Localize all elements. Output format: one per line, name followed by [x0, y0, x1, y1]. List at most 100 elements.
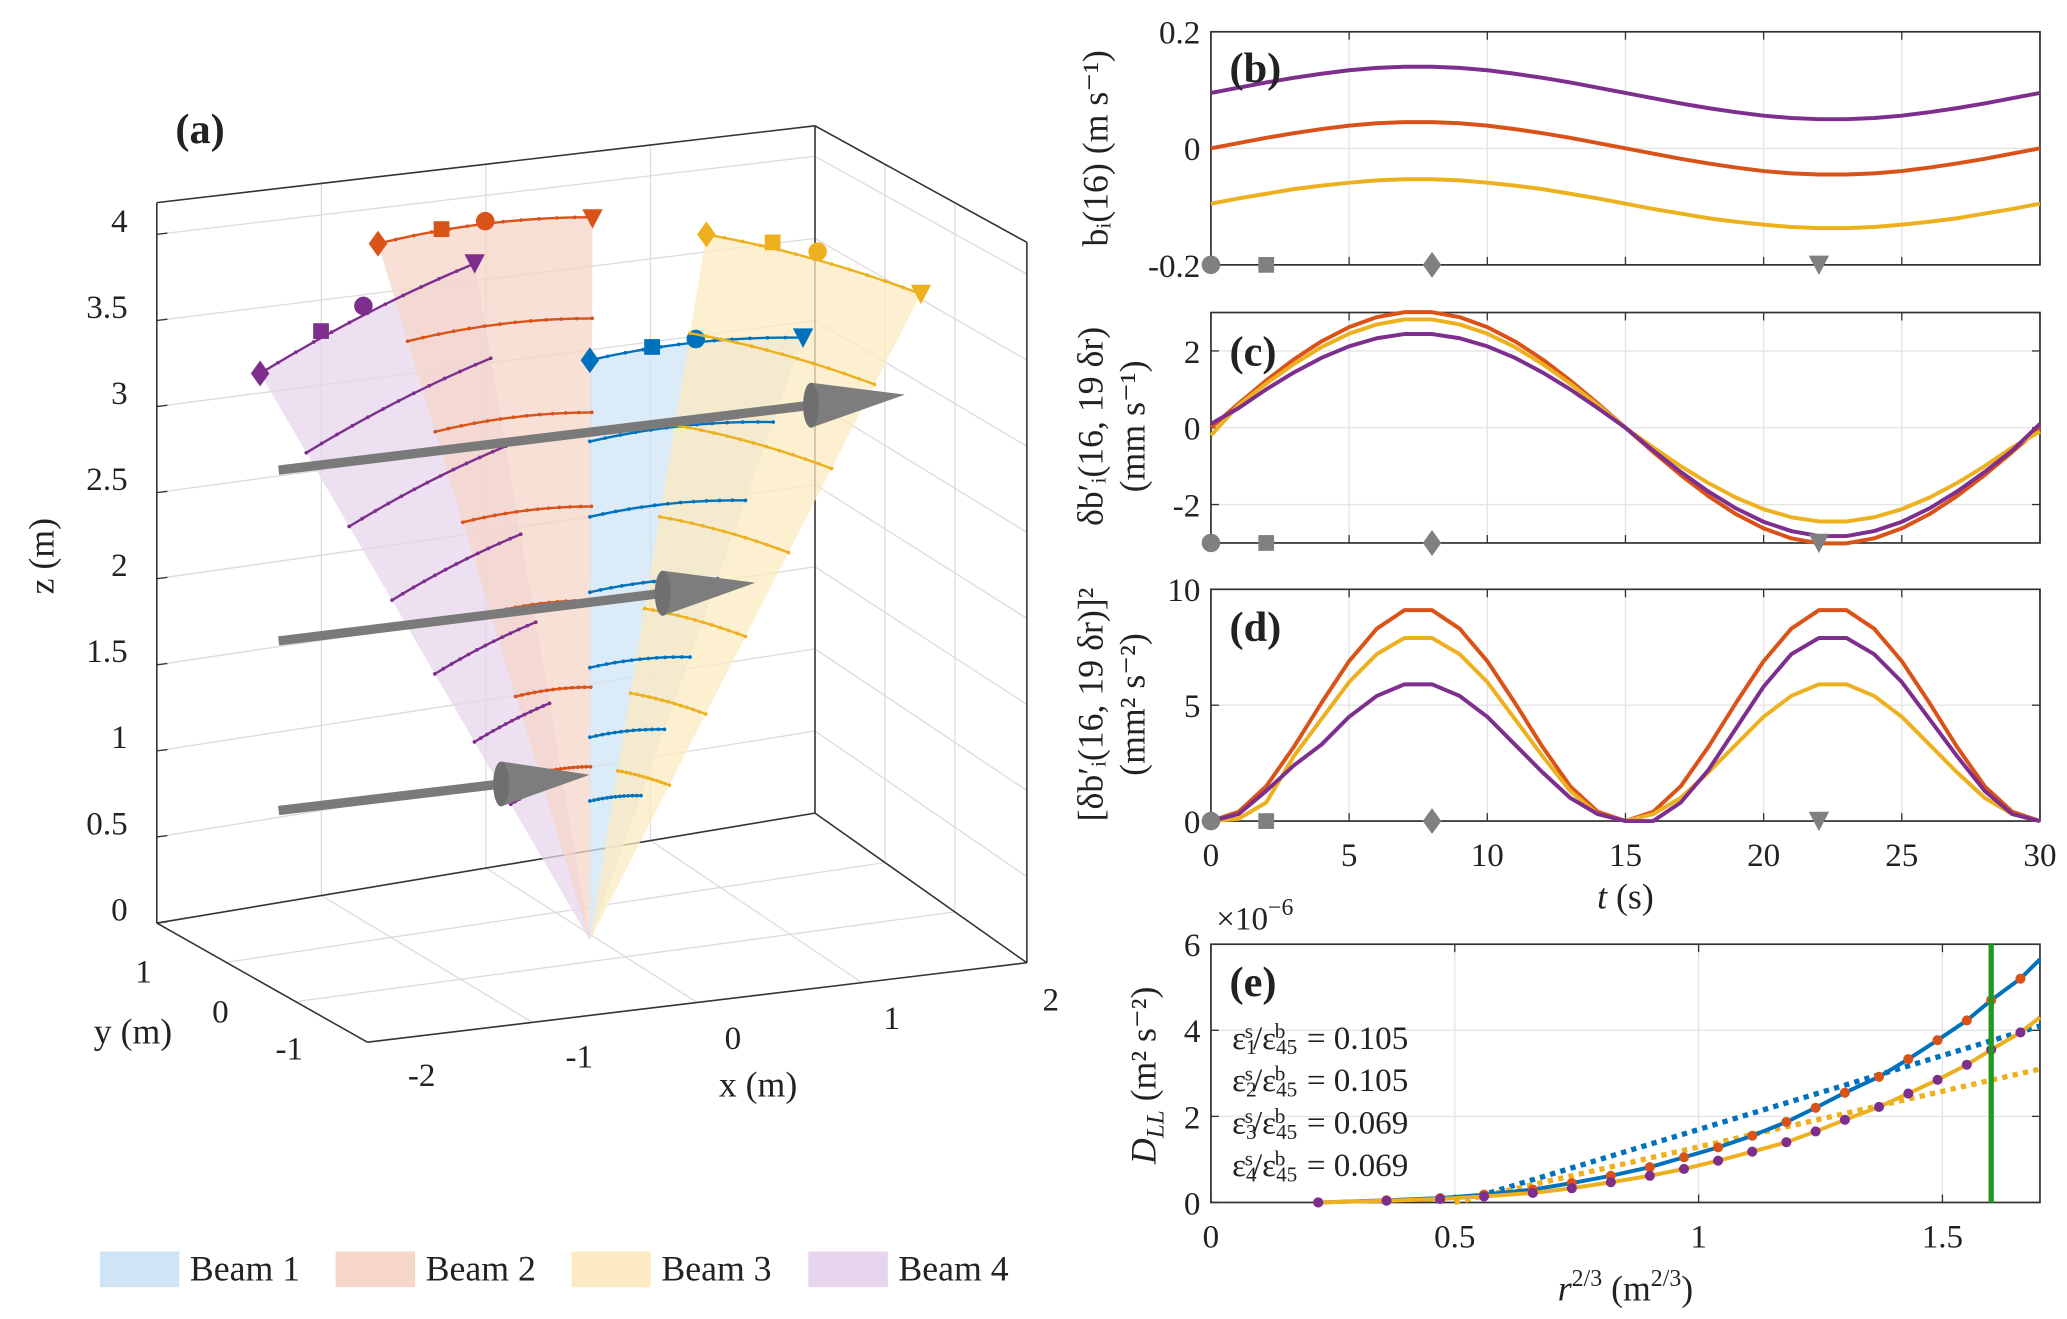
sample-point	[400, 591, 405, 596]
sample-point	[598, 588, 603, 592]
x-tick-label: 20	[1747, 838, 1780, 874]
sample-point	[467, 326, 471, 331]
wind-arrow-shaft	[278, 779, 502, 816]
sample-point	[562, 766, 567, 771]
sample-point	[857, 376, 862, 381]
wind-arrow-head	[501, 761, 590, 807]
sample-point	[626, 507, 631, 511]
sample-point	[588, 764, 593, 769]
sample-point	[483, 643, 488, 648]
sample-point	[734, 340, 739, 345]
structure-function-point	[1747, 1146, 1758, 1157]
legend-swatch-beam-3	[571, 1251, 651, 1288]
sample-point	[685, 705, 689, 710]
sample-point	[458, 657, 462, 661]
sample-point	[691, 707, 696, 712]
sample-point	[399, 494, 404, 499]
structure-function-point	[1903, 1054, 1914, 1065]
ratio-value: = 0.105	[1299, 1063, 1409, 1099]
structure-function-point	[1781, 1116, 1792, 1128]
structure-function-point	[2015, 1027, 2026, 1038]
circle-marker	[354, 296, 373, 316]
sample-point	[596, 797, 601, 802]
z-gridline	[814, 155, 1028, 275]
sample-point	[628, 771, 633, 776]
sample-point	[436, 332, 441, 337]
sample-point	[383, 302, 388, 307]
y-tick-label: 0	[1184, 132, 1201, 168]
x-tick-label: 1	[1690, 1219, 1707, 1255]
sample-point	[847, 267, 852, 272]
slash-eps: /ε	[1253, 1106, 1276, 1142]
sample-point	[829, 466, 834, 471]
sample-point	[425, 480, 430, 485]
sample-point	[458, 369, 462, 374]
sample-point	[764, 444, 769, 449]
x-tick-label: 1	[884, 1001, 901, 1037]
sample-point	[726, 628, 731, 633]
sample-point	[630, 793, 635, 798]
structure-function-point	[1874, 1071, 1885, 1082]
eps-den-sub: 45	[1276, 1035, 1297, 1059]
sample-point	[475, 648, 479, 652]
sample-point	[567, 765, 571, 770]
z-tick	[156, 662, 168, 666]
sample-point	[775, 546, 780, 551]
structure-function-point	[1435, 1193, 1446, 1205]
sample-point	[508, 536, 512, 541]
sample-point	[329, 330, 334, 334]
sample-point	[572, 215, 577, 220]
sample-point	[704, 499, 709, 503]
sample-point	[442, 376, 447, 381]
axis-box-edge	[367, 961, 1027, 1044]
sample-point	[651, 608, 655, 612]
sample-point	[628, 691, 633, 696]
sample-point	[754, 539, 759, 544]
sample-point	[545, 688, 549, 693]
sample-point	[626, 793, 631, 798]
sample-point	[620, 769, 624, 774]
sample-point	[691, 499, 696, 504]
sample-point	[421, 335, 425, 340]
triangle-down-marker	[582, 209, 603, 229]
y-tick-label: -0.2	[1148, 249, 1200, 285]
sample-point	[547, 701, 552, 706]
sample-point	[500, 635, 504, 640]
series-line-3	[1209, 332, 2042, 539]
sample-point	[557, 505, 562, 510]
sample-point	[619, 584, 624, 588]
sample-point	[701, 620, 706, 625]
panel-d-label: (d)	[1229, 604, 1281, 651]
sample-point	[508, 631, 513, 636]
sample-point	[712, 338, 717, 343]
y-tick-label: 0	[1184, 1186, 1201, 1222]
structure-function-point	[1932, 1074, 1943, 1085]
y-tick-label: -2	[1173, 488, 1201, 524]
sample-point	[803, 457, 808, 461]
y-tick-label: 0	[1184, 412, 1201, 448]
sample-point	[712, 431, 716, 435]
y-tick-label: 6	[1184, 928, 1201, 964]
sample-point	[465, 556, 469, 561]
sample-point	[365, 415, 370, 420]
sample-point	[637, 728, 642, 732]
sample-point	[535, 507, 540, 512]
square-marker	[1258, 256, 1275, 273]
sample-point	[718, 337, 723, 342]
sample-point	[747, 336, 752, 341]
x-tick-label: 0	[1203, 1219, 1220, 1255]
structure-function-point	[1810, 1102, 1821, 1113]
sample-point	[533, 620, 538, 625]
sample-point	[650, 727, 654, 732]
sample-point	[668, 516, 673, 521]
z-tick-label: 3.5	[86, 290, 127, 326]
sample-point	[638, 657, 642, 662]
wind-arrow-cone-base	[803, 382, 819, 428]
sample-point	[883, 279, 888, 283]
sample-point	[390, 598, 394, 603]
x-label-unit: (s)	[1607, 876, 1654, 916]
sample-point	[411, 233, 416, 238]
sample-point	[609, 795, 614, 800]
sample-point	[488, 356, 493, 361]
